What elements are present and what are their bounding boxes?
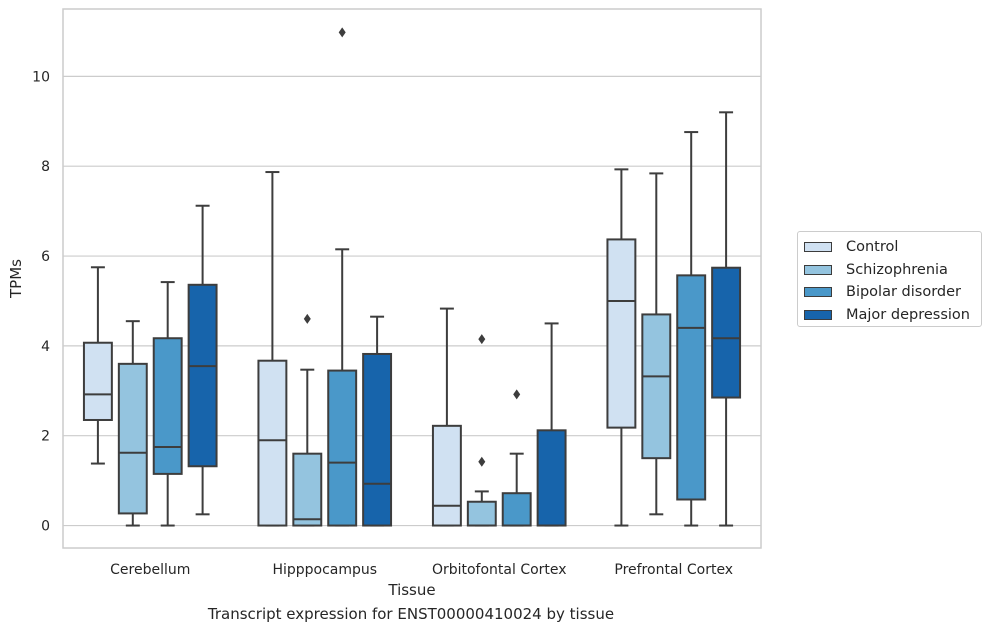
box-group xyxy=(676,131,707,527)
y-tick-label: 8 xyxy=(41,159,50,175)
box-group xyxy=(152,281,183,527)
box-group xyxy=(187,204,218,516)
legend-label-control: Control xyxy=(846,239,899,256)
x-tick-label: Prefrontal Cortex xyxy=(614,562,733,578)
box-group xyxy=(327,27,358,527)
legend-swatch-control xyxy=(804,242,832,253)
box xyxy=(327,369,358,527)
x-axis-label: Tissue xyxy=(387,581,435,599)
box-group xyxy=(117,320,148,527)
box xyxy=(536,429,567,527)
y-axis-label: TPMs xyxy=(7,259,25,299)
box xyxy=(676,274,707,501)
y-tick-label: 10 xyxy=(32,69,50,85)
outlier-point xyxy=(338,27,346,38)
box-group xyxy=(641,172,672,516)
legend-item-bipolar-disorder: Bipolar disorder xyxy=(804,281,981,304)
box xyxy=(641,313,672,460)
box xyxy=(501,492,532,527)
legend-swatch-major-depression xyxy=(804,309,832,320)
box xyxy=(152,337,183,475)
box xyxy=(117,362,148,515)
box-group xyxy=(466,334,497,527)
outlier-point xyxy=(478,456,486,467)
box-group xyxy=(292,313,323,527)
box xyxy=(292,452,323,527)
boxes xyxy=(82,27,742,527)
box xyxy=(362,352,393,527)
y-tick-label: 0 xyxy=(41,519,50,535)
legend-label-major-depression: Major depression xyxy=(846,306,970,323)
x-tick-labels: Cerebellum Hipppocampus Orbitofontal Corte… xyxy=(110,562,733,578)
box-group xyxy=(711,111,742,527)
legend-swatch-bipolar-disorder xyxy=(804,287,832,298)
box-group xyxy=(501,389,532,527)
y-tick-label: 4 xyxy=(41,339,50,355)
chart-caption: Transcript expression for ENST0000041002… xyxy=(207,605,615,623)
legend-label-bipolar-disorder: Bipolar disorder xyxy=(846,284,961,301)
legend-swatch-schizophrenia xyxy=(804,264,832,275)
box xyxy=(187,283,218,468)
box xyxy=(711,266,742,399)
box xyxy=(466,500,497,527)
outlier-point xyxy=(478,334,486,345)
legend-item-major-depression: Major depression xyxy=(804,304,981,327)
box xyxy=(257,359,288,527)
box-group xyxy=(431,307,462,527)
legend-item-control: Control xyxy=(804,236,981,259)
legend-item-schizophrenia: Schizophrenia xyxy=(804,259,981,282)
box-group xyxy=(82,266,113,465)
outlier-point xyxy=(513,389,521,400)
x-tick-label: Hipppocampus xyxy=(272,562,377,578)
box-group xyxy=(606,168,637,527)
legend: Control Schizophrenia Bipolar disorder M… xyxy=(797,231,982,327)
box-group xyxy=(257,171,288,527)
x-tick-label: Orbitofontal Cortex xyxy=(432,562,567,578)
box xyxy=(431,424,462,527)
outlier-point xyxy=(303,313,311,324)
box xyxy=(82,341,113,421)
box-group xyxy=(536,322,567,527)
box-group xyxy=(362,315,393,527)
y-tick-label: 6 xyxy=(41,249,50,265)
x-tick-label: Cerebellum xyxy=(110,562,190,578)
y-tick-labels: 0 2 4 6 8 10 xyxy=(32,69,50,534)
legend-label-schizophrenia: Schizophrenia xyxy=(846,261,948,278)
box xyxy=(606,238,637,429)
y-tick-label: 2 xyxy=(41,429,50,445)
